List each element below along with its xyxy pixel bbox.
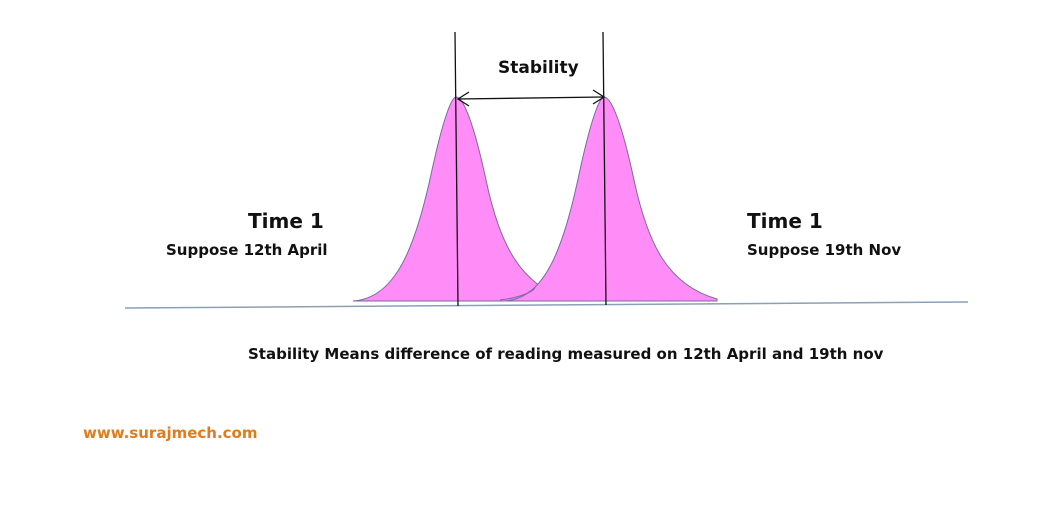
right-date-label: Suppose 19th Nov [747, 241, 902, 259]
right-time-label: Time 1 [747, 209, 823, 233]
arrow-head-right-icon [592, 89, 606, 105]
arrow-head-left-icon [456, 91, 470, 107]
stability-label: Stability [498, 58, 579, 78]
stability-arrow [457, 96, 605, 100]
right-bell-curve [504, 96, 718, 302]
caption: Stability Means difference of reading me… [248, 345, 884, 363]
right-mean-line [602, 31, 607, 306]
left-mean-line [454, 31, 459, 307]
baseline [124, 301, 969, 309]
left-bell-curve [352, 96, 571, 302]
left-curve-tail [499, 286, 536, 301]
left-date-label: Suppose 12th April [166, 241, 328, 259]
left-time-label: Time 1 [248, 209, 324, 233]
website-link[interactable]: www.surajmech.com [83, 424, 258, 442]
